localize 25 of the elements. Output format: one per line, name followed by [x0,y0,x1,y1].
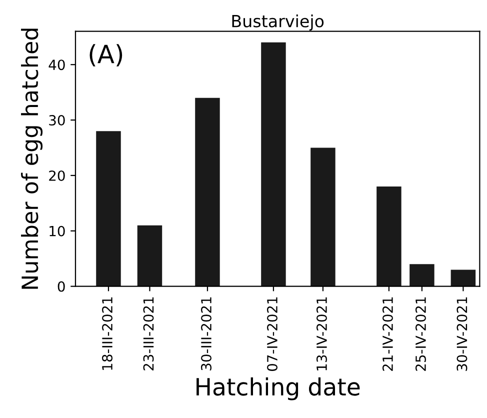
bar [96,131,121,286]
bar [310,148,336,286]
bar [410,264,434,286]
x-tick-label: 07-IV-2021 [266,297,278,371]
bar [450,270,476,286]
y-tick-label: 10 [50,226,65,236]
annotation: (A) [90,44,122,66]
x-axis-title: Hatching date [196,377,360,400]
y-tick-label: 30 [49,115,65,126]
x-tick-label: 25-IV-2021 [415,297,426,371]
y-tick-label: 0 [58,281,65,292]
x-tick-label: 23-III-2021 [143,297,154,370]
bar [261,42,286,286]
bar [376,186,402,286]
x-tick-label: 30-III-2021 [200,297,212,370]
x-tick-label: 13-IV-2021 [316,297,327,370]
y-tick-label: 40 [48,60,65,70]
x-tick-label: 21-IV-2021 [382,297,393,371]
x-tick-label: 18-III-2021 [102,297,113,370]
y-axis-title: Number of egg hatched [21,28,43,289]
y-tick-label: 20 [49,170,65,181]
x-tick-label: 30-IV-2021 [456,297,468,371]
bar [195,98,220,286]
bar [137,225,162,286]
chart-title: Bustarviejo [232,14,324,31]
